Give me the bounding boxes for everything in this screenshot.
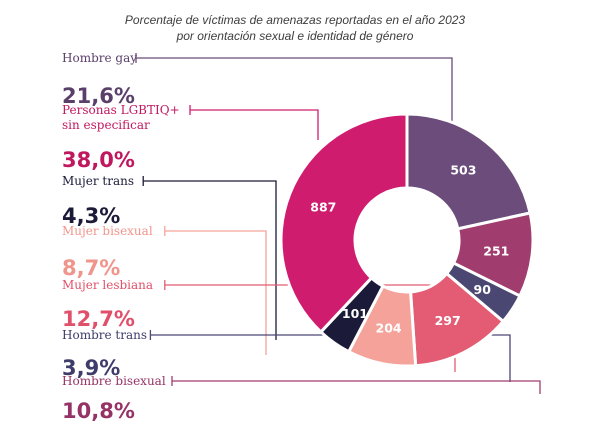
legend-percent-personas-lgbtiq-sin-especificar: 38,0% — [62, 148, 135, 172]
chart-title: Porcentaje de víctimas de amenazas repor… — [124, 13, 466, 43]
leader-line — [164, 230, 267, 355]
slice-value: 297 — [435, 313, 461, 328]
legend-percent-hombre-gay: 21,6% — [62, 84, 135, 108]
slice-value: 503 — [450, 162, 476, 177]
slice-value: 204 — [376, 321, 402, 336]
slice-value: 887 — [310, 199, 336, 214]
leader-line — [136, 57, 453, 130]
legend-percent-mujer-lesbiana: 12,7% — [62, 307, 135, 331]
slice-value: 90 — [474, 282, 492, 297]
legend-percent-mujer-trans: 4,3% — [62, 204, 120, 228]
legend-category-hombre-gay: Hombre gay — [62, 51, 137, 65]
slice-personas-lgbtiq-sin-especificar — [279, 112, 409, 335]
legend-category-mujer-lesbiana: Mujer lesbiana — [62, 278, 153, 292]
leader-line — [190, 109, 319, 140]
slice-hombre-gay — [405, 112, 532, 231]
legend-percent-hombre-trans: 3,9% — [62, 356, 120, 380]
legend-category-mujer-trans: Mujer trans — [62, 174, 134, 188]
leader-line — [150, 334, 511, 382]
leader-line — [143, 180, 277, 340]
leader-line — [172, 380, 541, 394]
legend-category-hombre-trans: Hombre trans — [62, 328, 147, 342]
legend-percent-mujer-bisexual: 8,7% — [62, 256, 120, 280]
slice-value: 101 — [342, 306, 368, 321]
legend-category-hombre-bisexual: Hombre bisexual — [62, 374, 166, 388]
legend-percent-hombre-bisexual: 10,8% — [62, 399, 135, 423]
legend-category-personas-lgbtiq-sin-especificar: Personas LGBTIQ+ sin especificar — [62, 103, 180, 132]
legend-category-mujer-bisexual: Mujer bisexual — [62, 224, 153, 238]
slice-value: 251 — [483, 243, 509, 258]
